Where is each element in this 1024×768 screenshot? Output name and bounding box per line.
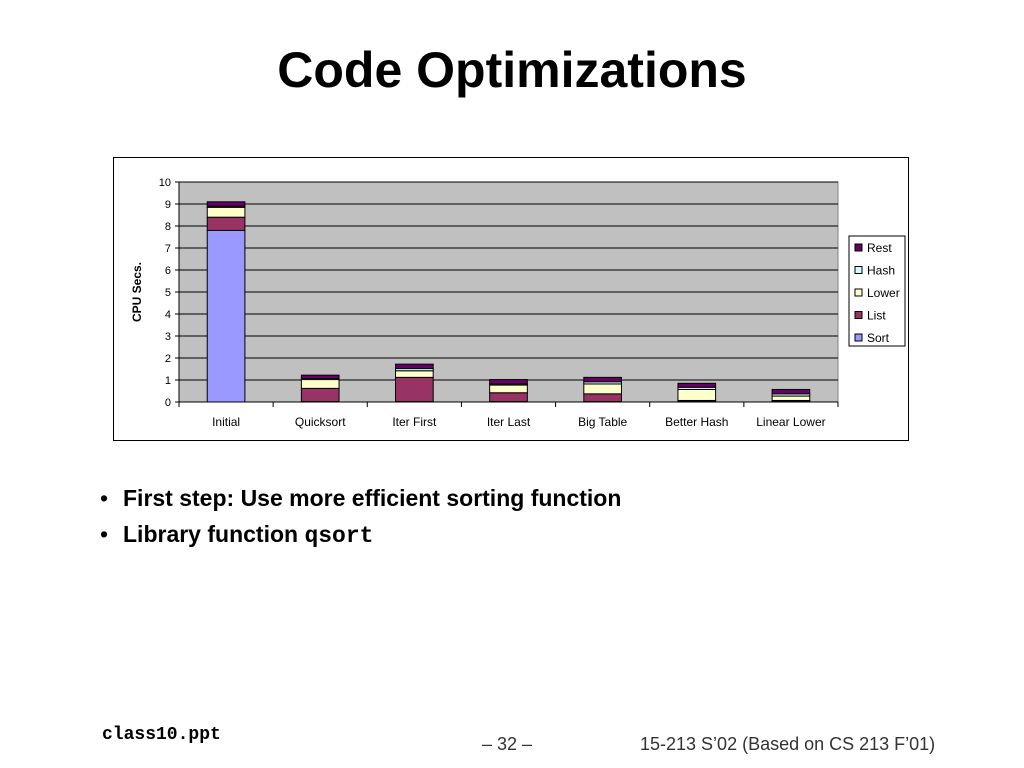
bullet-list: • First step: Use more efficient sorting… — [98, 480, 621, 552]
bullet-item: • First step: Use more efficient sorting… — [98, 480, 621, 516]
legend-label: Hash — [867, 264, 895, 278]
x-tick-label: Big Table — [578, 415, 627, 429]
y-tick-label: 4 — [165, 309, 171, 321]
y-tick-label: 2 — [165, 353, 171, 365]
y-tick-label: 9 — [165, 199, 171, 211]
y-axis-label: CPU Secs. — [130, 262, 144, 322]
legend-label: Sort — [867, 331, 890, 345]
bar-segment — [300, 374, 340, 379]
legend-label: Rest — [867, 241, 892, 255]
y-tick-label: 0 — [165, 397, 171, 409]
bar-segment — [206, 206, 246, 218]
y-tick-label: 8 — [165, 221, 171, 233]
bar-segment — [771, 395, 811, 401]
y-tick-label: 3 — [165, 331, 171, 343]
bar-segment — [206, 216, 246, 231]
bar-segment — [300, 387, 340, 403]
x-tick-label: Initial — [212, 415, 240, 429]
bar-segment — [395, 370, 434, 378]
bar-segment — [677, 388, 717, 401]
bullet-text: First step: Use more efficient sorting f… — [123, 485, 622, 511]
slide-title: Code Optimizations — [277, 42, 747, 98]
bar-segment — [300, 379, 340, 389]
bar-segment — [206, 229, 246, 403]
stacked-bar-chart: 0 1 2 3 4 5 6 7 8 9 10 Initial Quicksort Iter First It… — [130, 177, 906, 429]
bar-segment — [489, 392, 528, 403]
bar-segment — [677, 382, 717, 388]
y-tick-label: 7 — [165, 243, 171, 255]
bar-segment — [206, 201, 246, 207]
bullet-item: • Library function qsort — [98, 516, 621, 552]
x-tick-label: Linear Lower — [756, 415, 825, 429]
legend-swatch — [854, 266, 863, 274]
y-tick-label: 6 — [165, 265, 171, 277]
bar-segment — [489, 379, 528, 385]
bar-segment — [583, 376, 622, 383]
y-tick-label: 5 — [165, 287, 171, 299]
bullet-code: qsort — [304, 523, 374, 549]
legend-swatch — [854, 311, 863, 319]
bar-segment — [583, 393, 622, 403]
legend-swatch — [854, 243, 863, 252]
bar-segment — [489, 384, 528, 394]
chart-frame: 0 1 2 3 4 5 6 7 8 9 10 Initial Quicksort Iter First It… — [113, 157, 909, 441]
x-tick-label: Iter Last — [487, 415, 531, 429]
legend-swatch — [854, 333, 863, 342]
bar-segment — [583, 383, 622, 395]
x-tick-label: Better Hash — [665, 415, 728, 429]
bar-segment — [395, 363, 434, 370]
footer-course: 15-213 S’02 (Based on CS 213 F’01) — [640, 734, 936, 754]
footer-page-number: – 32 – — [482, 734, 533, 754]
legend-swatch — [854, 288, 863, 297]
legend-label: Lower — [867, 286, 900, 300]
y-tick-label: 10 — [159, 177, 171, 189]
bar-segment — [771, 388, 811, 395]
bullet-dot: • — [100, 521, 109, 547]
footer-filename: class10.ppt — [102, 725, 221, 745]
y-tick-label: 1 — [165, 375, 171, 387]
bullet-dot: • — [100, 485, 109, 511]
legend-label: List — [867, 309, 886, 323]
x-tick-label: Quicksort — [295, 415, 346, 429]
x-tick-label: Iter First — [392, 415, 437, 429]
bullet-text: Library function — [123, 521, 305, 547]
bar-segment — [395, 376, 434, 403]
